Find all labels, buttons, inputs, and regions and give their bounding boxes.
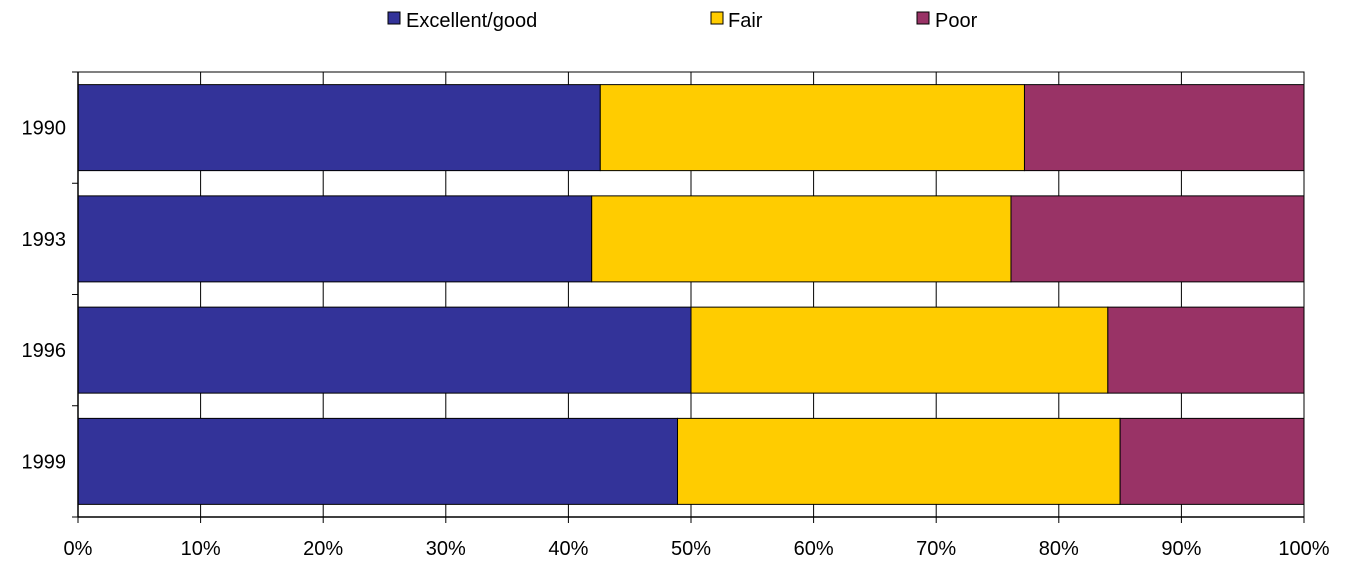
legend-label: Excellent/good [406, 10, 537, 32]
x-tick-label: 10% [181, 538, 221, 560]
legend: Excellent/good Fair Poor [387, 10, 978, 32]
bar-segment [77, 195, 593, 283]
legend-label: Fair [728, 10, 763, 32]
bar-segment [1010, 195, 1305, 283]
bar-segment [690, 306, 1109, 394]
bar-segment [77, 306, 692, 394]
bar-segment [1119, 417, 1305, 505]
legend-item: Poor [916, 10, 978, 32]
y-axis: 1990 1993 1996 1999 [22, 71, 79, 518]
legend-label: Poor [935, 10, 978, 32]
category-label: 1999 [22, 451, 67, 473]
bar-segment [77, 84, 601, 172]
x-tick-label: 40% [548, 538, 588, 560]
bar-segment [599, 84, 1025, 172]
legend-item: Fair [710, 10, 763, 32]
x-tick-label: 60% [794, 538, 834, 560]
bar-segment [77, 417, 679, 505]
legend-swatch [710, 11, 724, 25]
bars [77, 84, 1305, 505]
legend-swatch [387, 11, 401, 25]
x-tick-label: 70% [916, 538, 956, 560]
category-label: 1993 [22, 229, 67, 251]
category-label: 1996 [22, 340, 67, 362]
legend-item: Excellent/good [387, 10, 537, 32]
x-tick-label: 90% [1161, 538, 1201, 560]
x-tick-label: 20% [303, 538, 343, 560]
bar-segment [1023, 84, 1305, 172]
bar-segment [1107, 306, 1305, 394]
x-axis: 0% 10% 20% 30% 40% 50% 60% 70% 80% 90% 100% [64, 516, 1330, 560]
category-label: 1990 [22, 118, 67, 140]
bar-segment [591, 195, 1012, 283]
x-tick-label: 50% [671, 538, 711, 560]
legend-swatch [916, 11, 930, 25]
bar-segment [677, 417, 1121, 505]
x-tick-label: 100% [1278, 538, 1329, 560]
x-tick-label: 80% [1039, 538, 1079, 560]
x-tick-label: 0% [64, 538, 93, 560]
x-tick-label: 30% [426, 538, 466, 560]
